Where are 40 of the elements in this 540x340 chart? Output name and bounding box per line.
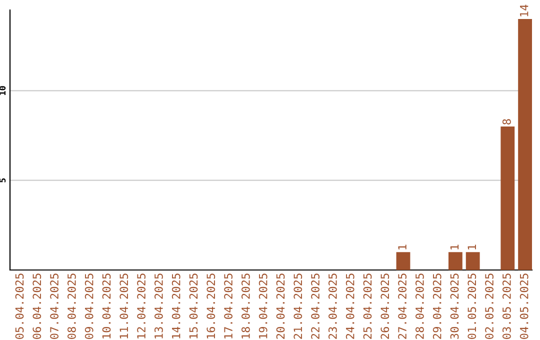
x-tick-label: 17.04.2025 [224,274,232,338]
x-tick-label: 24.04.2025 [346,274,354,339]
x-tick-label: 11.04.2025 [120,274,128,338]
x-tick-label: 16.04.2025 [206,274,216,338]
x-tick-label: 13.04.2025 [154,274,163,338]
data-label: 8 [502,119,511,124]
bar [448,252,462,270]
x-tick-label: 23.04.2025 [328,274,337,339]
x-tick-label: 22.04.2025 [311,274,320,339]
x-tick-label: 30.04.2025 [450,274,459,339]
x-tick-label: 01.05.2025 [468,274,476,339]
x-tick-label: 18.04.2025 [241,274,250,338]
x-tick-label: 15.04.2025 [189,274,198,338]
x-tick-label: 07.04.2025 [50,274,58,339]
x-tick-label: 14.04.2025 [172,274,180,338]
x-tick-label: 02.05.2025 [485,274,494,339]
x-tick-label: 08.04.2025 [67,274,76,339]
bar [396,252,410,270]
x-tick-label: 09.04.2025 [84,274,94,339]
x-tick-label: 06.04.2025 [32,274,42,339]
x-tick-label: 26.04.2025 [380,274,390,339]
bar [500,126,515,270]
x-tick-label: 19.04.2025 [258,274,268,338]
x-tick-label: 03.05.2025 [502,274,511,339]
x-tick-label: 05.04.2025 [15,274,24,339]
x-tick-label: 27.04.2025 [398,274,406,339]
data-label: 14 [520,4,528,16]
x-tick-label: 28.04.2025 [415,274,424,339]
bar [466,252,480,270]
x-tick-label: 25.04.2025 [363,274,372,339]
data-label: 1 [468,244,476,250]
x-tick-label: 20.04.2025 [276,274,285,339]
x-tick-label: 04.05.2025 [520,274,528,339]
x-tick-label: 21.04.2025 [294,274,302,339]
data-label: 1 [450,244,459,250]
x-tick-label: 10.04.2025 [102,274,111,338]
data-label: 1 [398,244,406,250]
x-tick-label: 29.04.2025 [432,274,442,339]
x-tick-label: 12.04.2025 [137,274,146,338]
bar [518,18,532,270]
